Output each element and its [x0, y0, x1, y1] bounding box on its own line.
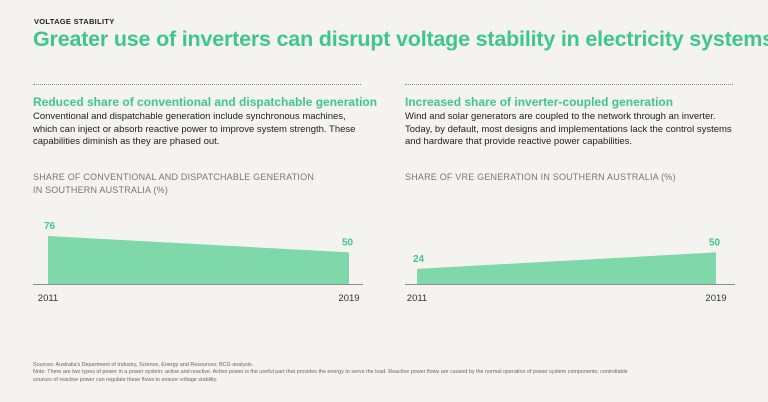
area-shape	[48, 236, 349, 284]
left-area-chart: 76 2011 50 2019	[33, 221, 363, 304]
right-heading: Increased share of inverter-coupled gene…	[405, 95, 674, 109]
area-shape	[417, 252, 716, 284]
value-label: 76	[44, 221, 56, 232]
x-tick-label: 2019	[338, 293, 359, 304]
footnote-note-line1: Note: There are two types of power in a …	[33, 369, 628, 376]
left-chart-title: SHARE OF CONVENTIONAL AND DISPATCHABLE G…	[33, 171, 314, 196]
left-body: Conventional and dispatchable generation…	[33, 111, 356, 147]
right-chart-title-line1: SHARE OF VRE GENERATION IN SOUTHERN AUST…	[405, 172, 676, 182]
footnote-note-line2: sources of reactive power can regulate t…	[33, 376, 218, 383]
value-label: 24	[413, 254, 425, 265]
left-heading: Reduced share of conventional and dispat…	[33, 95, 378, 109]
left-chart-title-line2: IN SOUTHERN AUSTRALIA (%)	[33, 184, 169, 195]
right-chart-title: SHARE OF VRE GENERATION IN SOUTHERN AUST…	[405, 171, 676, 184]
footnote-sources: Sources: Australia's Department of Indus…	[33, 362, 254, 368]
right-body: Wind and solar generators are coupled to…	[405, 111, 732, 147]
footnote: Sources: Australia's Department of Indus…	[33, 362, 753, 384]
left-chart-title-line1: SHARE OF CONVENTIONAL AND DISPATCHABLE G…	[33, 172, 315, 182]
right-area-chart: 24 2011 50 2019	[405, 237, 735, 304]
dotted-divider	[405, 84, 733, 85]
left-column: Reduced share of conventional and dispat…	[33, 84, 378, 149]
x-tick-label: 2011	[407, 293, 427, 304]
right-column: Increased share of inverter-coupled gene…	[405, 84, 733, 149]
kicker-label: VOLTAGE STABILITY	[34, 17, 115, 26]
dotted-divider	[33, 84, 361, 85]
x-tick-label: 2011	[38, 293, 58, 304]
value-label: 50	[342, 237, 354, 248]
x-tick-label: 2019	[705, 293, 726, 304]
value-label: 50	[709, 237, 721, 248]
page-title: Greater use of inverters can disrupt vol…	[33, 27, 768, 51]
